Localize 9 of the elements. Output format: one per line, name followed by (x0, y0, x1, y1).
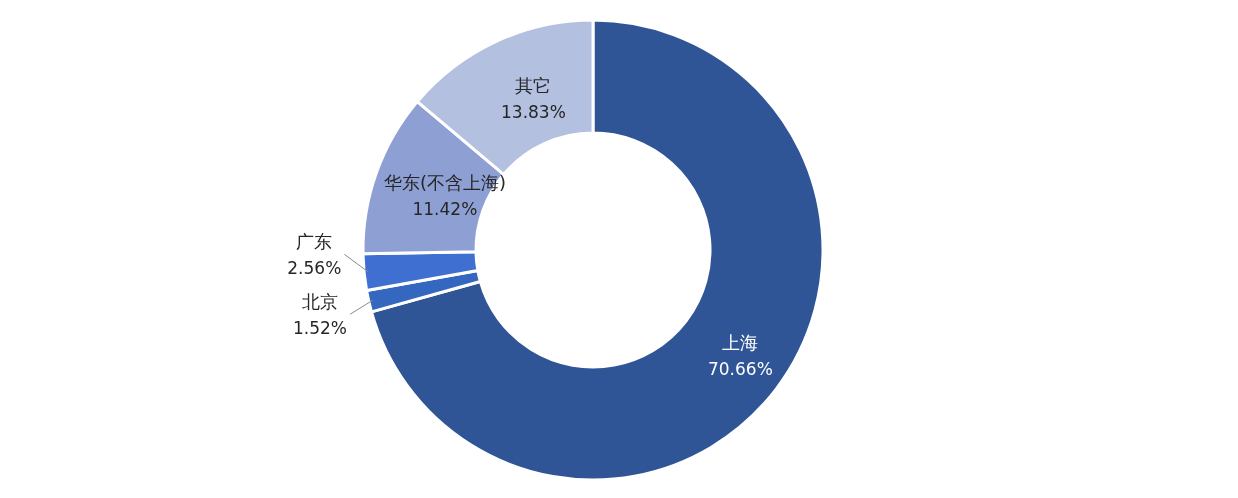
data-label: 13.83% (501, 101, 566, 122)
data-label: 1.52% (293, 318, 348, 339)
slice-label: 其它 (515, 74, 552, 96)
slice-label: 北京 (302, 291, 339, 313)
data-label: 2.56% (287, 258, 342, 279)
data-label: 70.66% (707, 358, 773, 379)
data-label: 11.42% (412, 198, 478, 219)
slice-label: 上海 (722, 331, 759, 353)
slice-label: 广东 (296, 231, 333, 253)
